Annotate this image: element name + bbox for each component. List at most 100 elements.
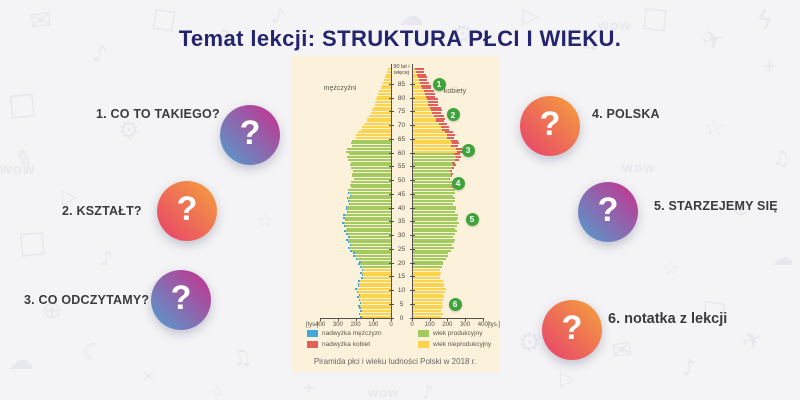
question-mark-icon: ? [176, 190, 198, 228]
question-button-2[interactable]: ? [157, 181, 217, 241]
bar-male [347, 147, 391, 150]
bar-male-surplus [357, 296, 359, 299]
bar-female-surplus [422, 87, 432, 90]
bar-female [412, 186, 453, 189]
x-tick-label-female: 0 [410, 322, 414, 328]
age-tick [410, 152, 415, 154]
star-icon: ☆ [704, 116, 724, 141]
bar-male-surplus [347, 197, 348, 200]
age-tick [410, 180, 415, 181]
bar-female [412, 235, 453, 238]
bar-female-surplus [449, 178, 451, 181]
play-icon: ▷ [522, 4, 539, 29]
music-note-icon: ♪ [269, 2, 288, 30]
bar-female [412, 101, 439, 104]
question-button-6[interactable]: ? [542, 300, 602, 360]
bar-female-surplus [418, 76, 427, 79]
wow-text: wow [622, 159, 656, 175]
music-note-icon: ♪ [682, 356, 697, 381]
bar-male [354, 288, 391, 291]
bar-male [356, 290, 391, 293]
music-notes-icon: ♫ [772, 146, 790, 170]
bar-male-surplus [345, 205, 347, 208]
value-tick [320, 318, 322, 321]
bar-male [364, 123, 391, 126]
bar-female [412, 296, 445, 299]
value-tick [337, 318, 339, 321]
bar-male [344, 219, 391, 222]
bar-male [352, 139, 391, 142]
bar-female [412, 200, 455, 203]
age-tick-label: 45 [397, 190, 406, 198]
bar-male [358, 304, 391, 307]
age-tick [389, 221, 394, 223]
bar-female [412, 156, 462, 159]
bar-male [346, 211, 391, 214]
bar-female-surplus [420, 81, 430, 84]
bar-female [412, 120, 445, 123]
age-tick [389, 97, 394, 99]
bar-male [355, 134, 391, 137]
item-5-label: 5. STARZEJEMY SIĘ [654, 199, 778, 213]
bar-male [387, 68, 391, 71]
bar-male [347, 197, 391, 200]
age-tick-label: 30 [397, 232, 406, 239]
bar-male-surplus [344, 219, 347, 222]
legend-swatch-male_surplus [307, 330, 318, 337]
question-button-1[interactable]: ? [220, 105, 280, 165]
legend-swatch-female_surplus [307, 341, 318, 348]
question-button-3[interactable]: ? [151, 270, 211, 330]
bar-female [412, 222, 459, 225]
bar-male [352, 175, 391, 178]
bar-female [412, 147, 463, 150]
question-button-5[interactable]: ? [578, 182, 638, 242]
bar-male [351, 172, 391, 175]
music-notes-icon: ♫ [229, 344, 255, 373]
window-icon: □ [6, 85, 39, 124]
age-tick [410, 221, 415, 223]
play-icon: ▷ [560, 366, 576, 390]
bar-female-surplus [438, 123, 448, 126]
plus-icon: + [762, 56, 778, 77]
bar-male [351, 145, 391, 148]
bar-female-surplus [428, 103, 439, 106]
age-tick [410, 97, 415, 99]
bar-male-surplus [360, 271, 362, 274]
chart-legend-left: nadwyżka mężczyzn nadwyżka kobiet [307, 330, 382, 352]
bar-female [412, 213, 459, 216]
age-tick [410, 207, 415, 209]
bar-female-surplus [451, 161, 456, 164]
age-tick-label: 40 [397, 204, 406, 212]
age-tick-label: 20 [397, 259, 406, 267]
bar-male-surplus [345, 233, 348, 236]
legend-label: nadwyżka kobiet [322, 341, 371, 348]
bar-female [412, 167, 455, 170]
bar-female-surplus [451, 172, 454, 175]
men-axis-label: mężczyźni [323, 85, 357, 92]
bar-male-surplus [360, 315, 362, 318]
music-note-icon: ♪ [100, 246, 113, 270]
bar-male [372, 106, 391, 109]
bar-male [357, 296, 391, 299]
bar-female [412, 183, 454, 186]
legend-label: wiek produkcyjny [433, 330, 483, 337]
bar-female [412, 260, 443, 263]
chart-caption: Piramida płci i wieku ludności Polski w … [313, 357, 477, 366]
age-tick [410, 248, 415, 250]
moon-icon: ☾ [79, 337, 105, 368]
bar-male-surplus [358, 293, 361, 296]
x-tick-label-female: 400 [477, 322, 488, 328]
bar-male [359, 307, 391, 310]
chart-marker-3: 3 [461, 143, 475, 157]
age-tick [410, 276, 415, 278]
bar-female-surplus [423, 90, 434, 93]
bar-male-surplus [359, 260, 361, 263]
question-button-4[interactable]: ? [520, 96, 580, 156]
bar-male [350, 186, 391, 189]
age-axis-right [412, 64, 413, 319]
star-icon: ☆ [210, 382, 225, 400]
question-mark-icon: ? [561, 309, 583, 347]
bar-female [412, 161, 456, 164]
item-6-label: 6. notatka z lekcji [608, 311, 728, 327]
